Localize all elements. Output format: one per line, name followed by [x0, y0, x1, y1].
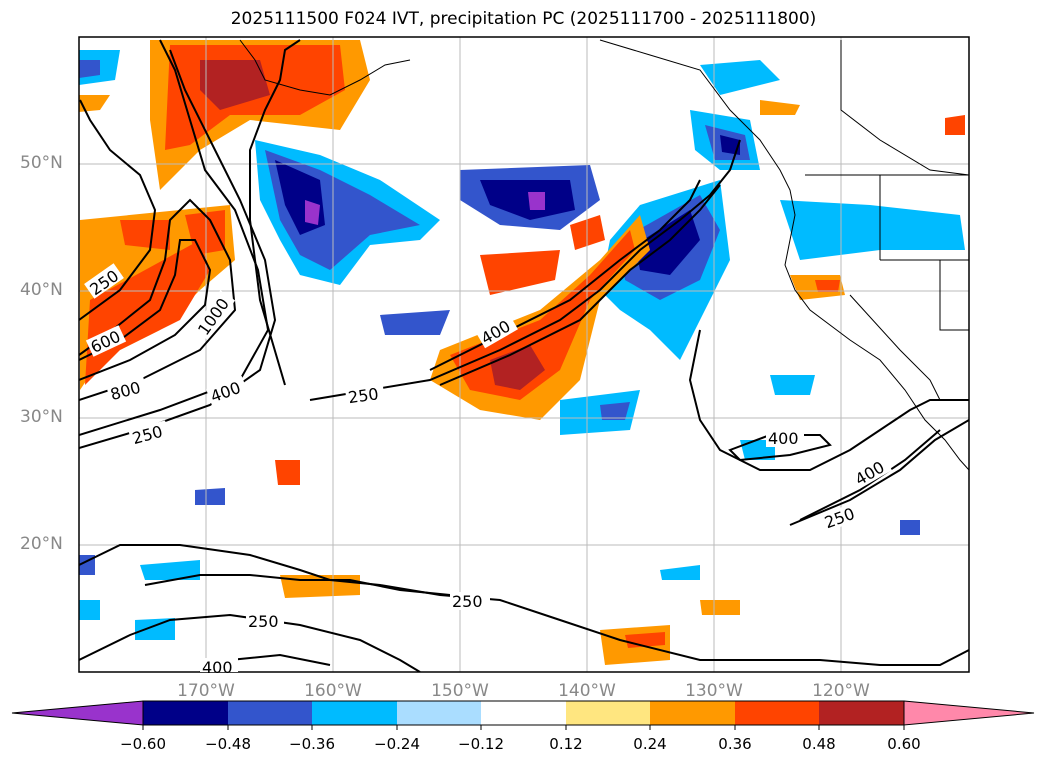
precip-shading: [79, 40, 965, 665]
ivt-label: 400: [202, 658, 233, 677]
lon-label: 120°W: [812, 681, 870, 701]
map-title: 2025111500 F024 IVT, precipitation PC (2…: [230, 9, 817, 29]
lat-label: 20°N: [20, 534, 63, 554]
lon-label: 150°W: [431, 681, 489, 701]
lon-label: 160°W: [304, 681, 362, 701]
colorbar-tick-label: −0.60: [120, 735, 166, 753]
colorbar-tick-label: 0.48: [802, 735, 836, 753]
ivt-contours: [79, 39, 969, 672]
plot-frame: [78, 36, 970, 673]
lat-label: 50°N: [20, 153, 63, 173]
lon-label: 130°W: [685, 681, 743, 701]
ivt-label: 250: [248, 612, 279, 631]
colorbar-tick-label: 0.12: [549, 735, 583, 753]
colorbar-tick-label: 0.60: [887, 735, 921, 753]
colorbar-tick-label: −0.24: [374, 735, 420, 753]
colorbar-tick-label: 0.36: [718, 735, 752, 753]
lat-label: 40°N: [20, 280, 63, 300]
colorbar-tick-label: −0.12: [458, 735, 504, 753]
lon-label: 170°W: [177, 681, 235, 701]
lon-label: 140°W: [558, 681, 616, 701]
coastlines: [239, 39, 969, 471]
colorbar-tick-label: −0.48: [205, 735, 251, 753]
ivt-label: 400: [768, 429, 799, 448]
lat-label: 30°N: [20, 407, 63, 427]
ivt-label: 250: [347, 384, 380, 407]
ivt-label: 250: [452, 592, 483, 611]
colorbar-tick-label: −0.36: [289, 735, 335, 753]
colorbar-tick-label: 0.24: [633, 735, 667, 753]
colorbar: [11, 700, 1035, 730]
